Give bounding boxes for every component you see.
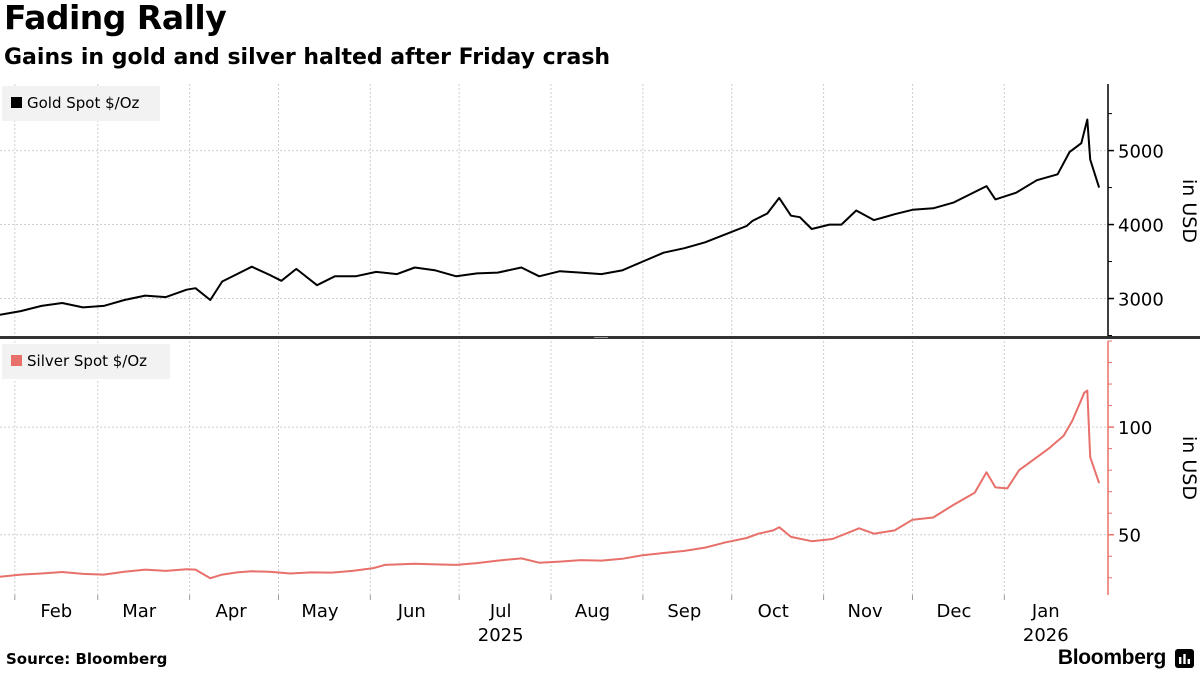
silver-y-axis: 50 100 <box>1107 340 1152 595</box>
y-tick-label: 3000 <box>1118 290 1164 311</box>
source-note: Source: Bloomberg <box>6 650 168 668</box>
y-tick-label: 100 <box>1118 418 1152 439</box>
gold-y-axis-label: in USD <box>1178 179 1200 243</box>
x-month-label: May <box>301 601 339 622</box>
gold-price-line <box>0 118 1101 316</box>
x-month-label: Dec <box>937 601 972 622</box>
silver-legend-label: Silver Spot $/Oz <box>27 352 147 370</box>
x-month-label: Feb <box>40 601 72 622</box>
bloomberg-logo: Bloomberg <box>1057 646 1166 669</box>
silver-legend-swatch <box>11 355 22 366</box>
silver-legend-background <box>2 344 170 379</box>
silver-price-line <box>0 389 1101 580</box>
silver-y-axis-label: in USD <box>1178 436 1200 500</box>
x-month-label: Apr <box>216 601 248 622</box>
x-month-label: Jun <box>397 601 426 622</box>
y-tick-label: 5000 <box>1118 142 1164 163</box>
x-year-label: 2025 <box>478 625 524 646</box>
x-month-label: Jul <box>489 601 512 622</box>
silver-legend: Silver Spot $/Oz <box>2 344 170 379</box>
gold-legend-swatch <box>11 97 22 108</box>
bloomberg-terminal-icon <box>1175 649 1194 668</box>
gold-legend-label: Gold Spot $/Oz <box>27 94 140 112</box>
x-year-label: 2026 <box>1023 625 1069 646</box>
chart-title: Fading Rally <box>4 0 227 37</box>
gold-legend-background <box>2 86 160 121</box>
chart-subtitle: Gains in gold and silver halted after Fr… <box>4 45 611 70</box>
x-month-label: Aug <box>575 601 610 622</box>
silver-gridlines <box>0 341 1108 595</box>
y-tick-label: 4000 <box>1118 216 1164 237</box>
x-month-label: Sep <box>667 601 701 622</box>
gold-y-axis: 3000 4000 5000 <box>1107 84 1164 337</box>
x-month-label: Oct <box>758 601 789 622</box>
panel-divider[interactable] <box>0 336 1200 339</box>
y-tick-label: 50 <box>1118 526 1141 547</box>
gold-legend: Gold Spot $/Oz <box>2 86 160 121</box>
x-month-label: Mar <box>122 601 157 622</box>
gold-gridlines <box>0 84 1108 337</box>
x-month-label: Nov <box>847 601 882 622</box>
x-axis: Feb Mar Apr May Jun Jul Aug Sep Oct Nov Dec Jan 2025… <box>14 595 1069 646</box>
x-month-label: Jan <box>1031 601 1060 622</box>
